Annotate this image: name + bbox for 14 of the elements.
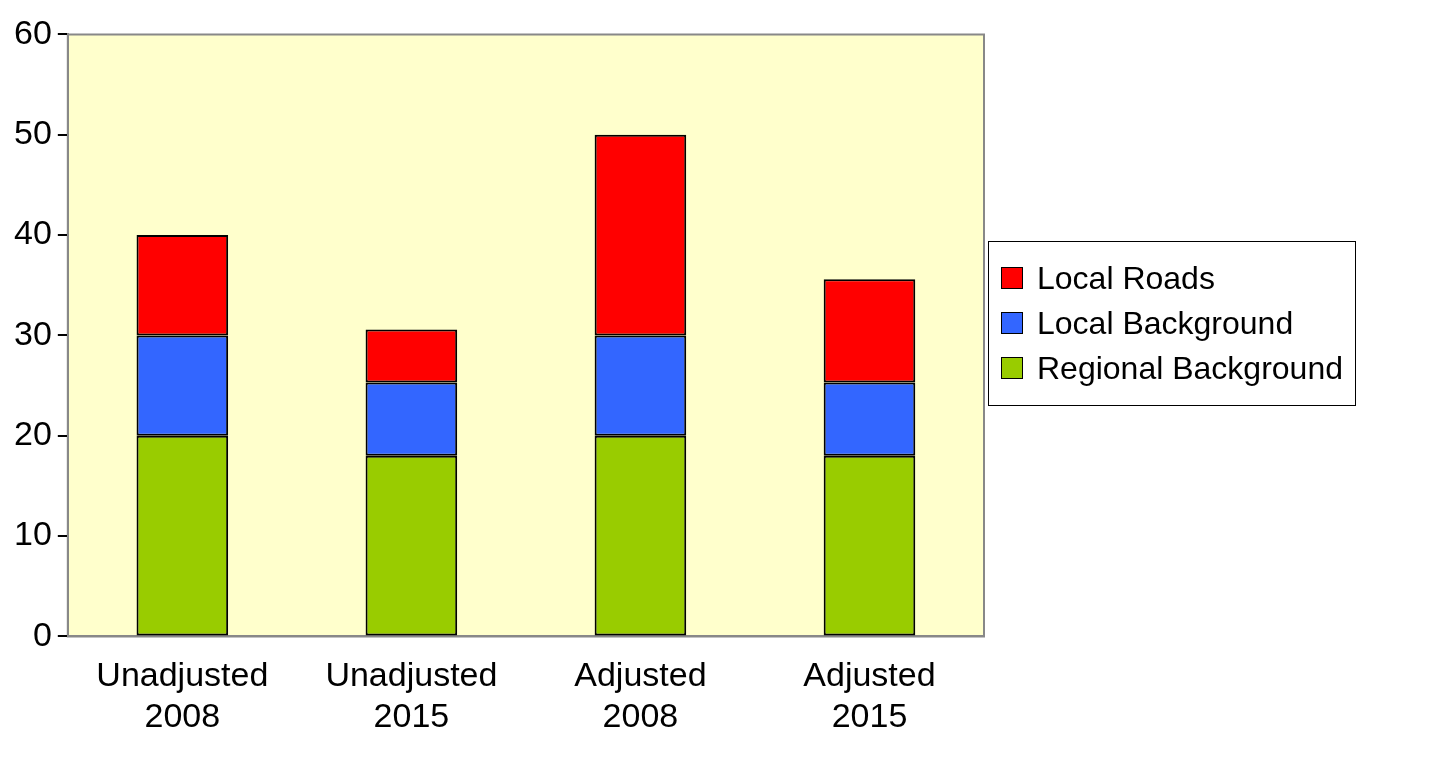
legend-label: Local Background [1037,304,1294,342]
y-tick-label: 0 [32,614,52,653]
x-tick-label: Unadjusted 2015 [325,655,498,734]
x-tick-label: Adjusted 2015 [803,655,936,734]
x-tick-label: Adjusted 2008 [574,655,707,734]
y-tick-label: 10 [13,514,52,553]
y-tick-label: 20 [13,414,52,453]
y-tick-label: 50 [13,113,52,152]
legend-label: Regional Background [1037,349,1343,387]
y-tick-label: 60 [13,12,52,51]
x-tick-label: Unadjusted 2008 [96,655,269,734]
y-tick-label: 30 [13,313,52,352]
y-tick-label: 40 [13,213,52,252]
legend-label: Local Roads [1037,259,1215,297]
